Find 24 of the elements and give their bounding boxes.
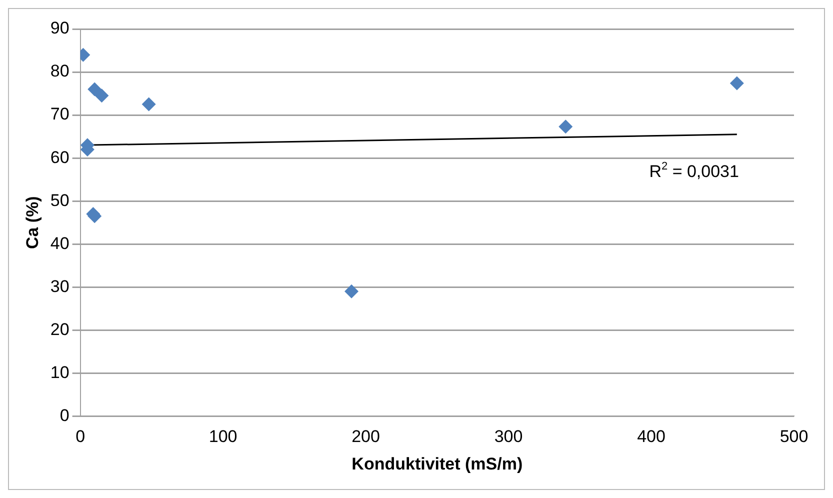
y-tick-label: 50	[50, 190, 70, 210]
point	[142, 97, 156, 112]
x-tick-label: 500	[780, 427, 808, 446]
x-tick-label: 0	[76, 427, 86, 446]
point	[94, 88, 109, 103]
x-tick-label: 300	[494, 427, 523, 446]
point	[88, 82, 102, 96]
y-axis-title: Ca (%)	[22, 196, 42, 250]
y-tick-label: 10	[50, 362, 70, 382]
y-tick-label: 70	[50, 104, 70, 124]
y-tick-label: 90	[50, 18, 70, 38]
y-tick-label: 60	[50, 148, 70, 167]
point	[344, 284, 359, 298]
y-tick-label: 30	[50, 276, 70, 296]
y-tick-label: 80	[50, 62, 70, 81]
x-axis-title: Konduktivitet (mS/m)	[352, 454, 523, 474]
y-tick-label: 40	[50, 234, 70, 253]
x-tick-label: 200	[352, 427, 380, 446]
x-tick-label: 100	[208, 427, 238, 446]
point	[558, 120, 573, 134]
y-tick-label: 0	[60, 406, 70, 425]
point	[730, 76, 744, 90]
x-tick-label: 400	[637, 427, 666, 446]
y-tick-label: 20	[50, 320, 70, 339]
